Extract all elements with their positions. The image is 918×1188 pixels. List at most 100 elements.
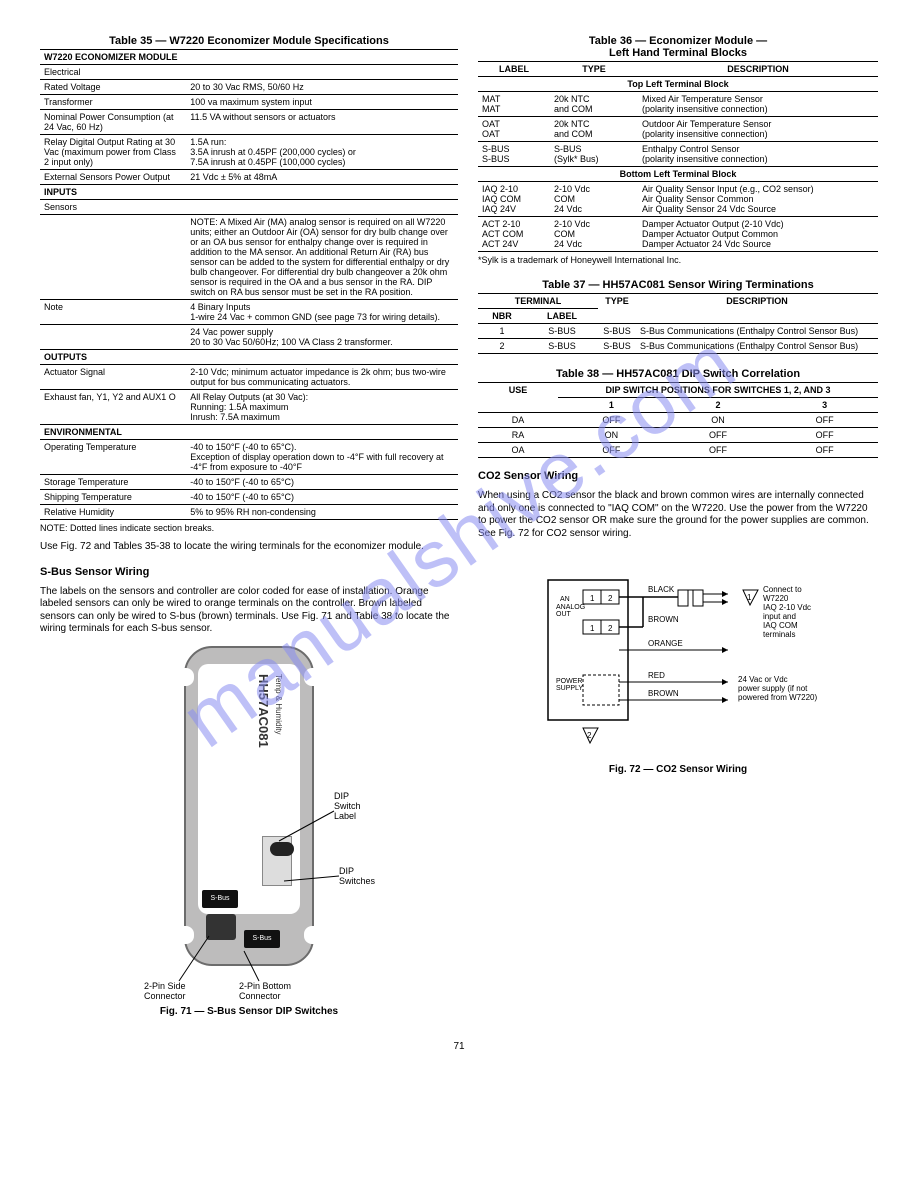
t35-sec3: OUTPUTS [40,350,458,365]
t38-c: OFF [771,413,878,428]
t36-note: *Sylk is a trademark of Honeywell Intern… [478,255,878,265]
sensor-subtitle: Temp & Humidity [274,674,283,734]
t37-c: S-BUS [598,339,636,354]
t35-c: 24 Vac power supply 20 to 30 Vac 50/60Hz… [186,325,458,350]
t36-c: Mixed Air Temperature Sensor (polarity i… [638,92,878,117]
t38-c: OFF [558,413,665,428]
t36-c: 20k NTC and COM [550,92,638,117]
fig72-caption: Fig. 72 — CO2 Sensor Wiring [478,764,878,775]
t35-c [186,65,458,80]
t35-c: 4 Binary Inputs 1-wire 24 Vac + common G… [186,300,458,325]
fig71-caption: Fig. 71 — S-Bus Sensor DIP Switches [40,1006,458,1017]
t35-sec4: ENVIRONMENTAL [40,425,458,440]
page-number: 71 [40,1041,878,1052]
t35-c: External Sensors Power Output [40,170,186,185]
t38-c: ON [558,428,665,443]
sensor-notch [304,926,316,944]
t35-c: 11.5 VA without sensors or actuators [186,110,458,135]
t36-c: IAQ 2-10 IAQ COM IAQ 24V [478,182,550,217]
fig71-label-dip-label: DIP Switch Label [334,791,361,821]
left-column: Table 35 — W7220 Economizer Module Speci… [40,35,458,1017]
fig71-label-side-conn: 2-Pin Side Connector [144,981,186,1001]
connector-icon [206,914,236,940]
svg-text:2: 2 [608,624,613,633]
svg-text:1: 1 [747,593,752,602]
t36-h: DESCRIPTION [638,62,878,77]
t35-sec1: W7220 ECONOMIZER MODULE [40,50,458,65]
t36-c: Enthalpy Control Sensor (polarity insens… [638,142,878,167]
t35-c: Shipping Temperature [40,490,186,505]
t35-c [186,200,458,215]
t37-c: S-BUS [598,324,636,339]
sbus-heading: S-Bus Sensor Wiring [40,566,458,578]
sensor-notch [182,926,194,944]
right-para3: When using a CO2 sensor the black and br… [478,490,878,540]
fig72-wire-black: BLACK [648,585,675,594]
fig72-wire-orange: ORANGE [648,639,683,648]
t37-h: DESCRIPTION [636,294,878,324]
t38-h: 3 [771,398,878,413]
table35: W7220 ECONOMIZER MODULE Electrical Rated… [40,49,458,520]
t37-h: LABEL [526,309,598,324]
t37-h: TERMINAL [478,294,598,309]
table37: TERMINAL TYPE DESCRIPTION NBR LABEL 1S-B… [478,293,878,354]
co2-heading: CO2 Sensor Wiring [478,470,878,482]
tsh-icon [270,842,294,856]
t37-c: 2 [478,339,526,354]
t36-h: TYPE [550,62,638,77]
t38-h: DIP SWITCH POSITIONS FOR SWITCHES 1, 2, … [558,383,878,398]
fig72-note1: Connect to W7220 IAQ 2-10 Vdc input and … [763,585,828,639]
t35-c: NOTE: A Mixed Air (MA) analog sensor is … [186,215,458,300]
t35-c: -40 to 150°F (-40 to 65°C). Exception of… [186,440,458,475]
sensor-notch [182,668,194,686]
t35-c: Sensors [40,200,186,215]
t35-c: Nominal Power Consumption (at 24 Vac, 60… [40,110,186,135]
t38-c: OFF [771,443,878,458]
fig72-wire-brown: BROWN [648,689,679,698]
t35-c: Relay Digital Output Rating at 30 Vac (m… [40,135,186,170]
t35-c: 20 to 30 Vac RMS, 50/60 Hz [186,80,458,95]
t38-c: RA [478,428,558,443]
t37-c: S-BUS [526,324,598,339]
t38-c: OFF [665,443,772,458]
t36-g2: Bottom Left Terminal Block [478,167,878,182]
table37-title: Table 37 — HH57AC081 Sensor Wiring Termi… [478,279,878,291]
svg-text:1: 1 [590,624,595,633]
t36-c: Outdoor Air Temperature Sensor (polarity… [638,117,878,142]
table36: LABEL TYPE DESCRIPTION Top Left Terminal… [478,61,878,252]
fig72-note2: 24 Vac or Vdc power supply (if not power… [738,675,817,702]
sensor-device: HH57AC081 Temp & Humidity S-Bus S-Bus [184,646,314,966]
t35-c: 2-10 Vdc; minimum actuator impedance is … [186,365,458,390]
fig71-label-bottom-conn: 2-Pin Bottom Connector [239,981,291,1001]
t35-c: Operating Temperature [40,440,186,475]
fig72-analog-out: ANALOGOUT [556,604,585,618]
t38-h: 1 [558,398,665,413]
sensor-notch [304,668,316,686]
t36-h: LABEL [478,62,550,77]
fig72-wire-red: RED [648,671,665,680]
t37-c: S-Bus Communications (Enthalpy Control S… [636,324,878,339]
t38-c: OA [478,443,558,458]
table38: USE DIP SWITCH POSITIONS FOR SWITCHES 1,… [478,382,878,458]
fig71: HH57AC081 Temp & Humidity S-Bus S-Bus DI… [109,646,389,966]
t36-c: 2-10 Vdc COM 24 Vdc [550,217,638,252]
t38-c: ON [665,413,772,428]
t35-c: 21 Vdc ± 5% at 48mA [186,170,458,185]
t35-c: All Relay Outputs (at 30 Vac): Running: … [186,390,458,425]
t35-c: Note [40,300,186,325]
t35-c: Transformer [40,95,186,110]
fig72-analog-label: AN [560,596,570,603]
t36-c: OAT OAT [478,117,550,142]
table36-title: Table 36 — Economizer Module — Left Hand… [478,35,878,59]
t36-c: Air Quality Sensor Input (e.g., CO2 sens… [638,182,878,217]
t35-c: Exhaust fan, Y1, Y2 and AUX1 O [40,390,186,425]
t37-c: S-Bus Communications (Enthalpy Control S… [636,339,878,354]
t35-c [40,325,186,350]
t35-c: 1.5A run: 3.5A inrush at 0.45PF (200,000… [186,135,458,170]
t36-c: ACT 2-10 ACT COM ACT 24V [478,217,550,252]
t38-h: USE [478,383,558,413]
t37-c: 1 [478,324,526,339]
t36-c: S-BUS (Sylk* Bus) [550,142,638,167]
t36-g1: Top Left Terminal Block [478,77,878,92]
table35-title: Table 35 — W7220 Economizer Module Speci… [40,35,458,47]
